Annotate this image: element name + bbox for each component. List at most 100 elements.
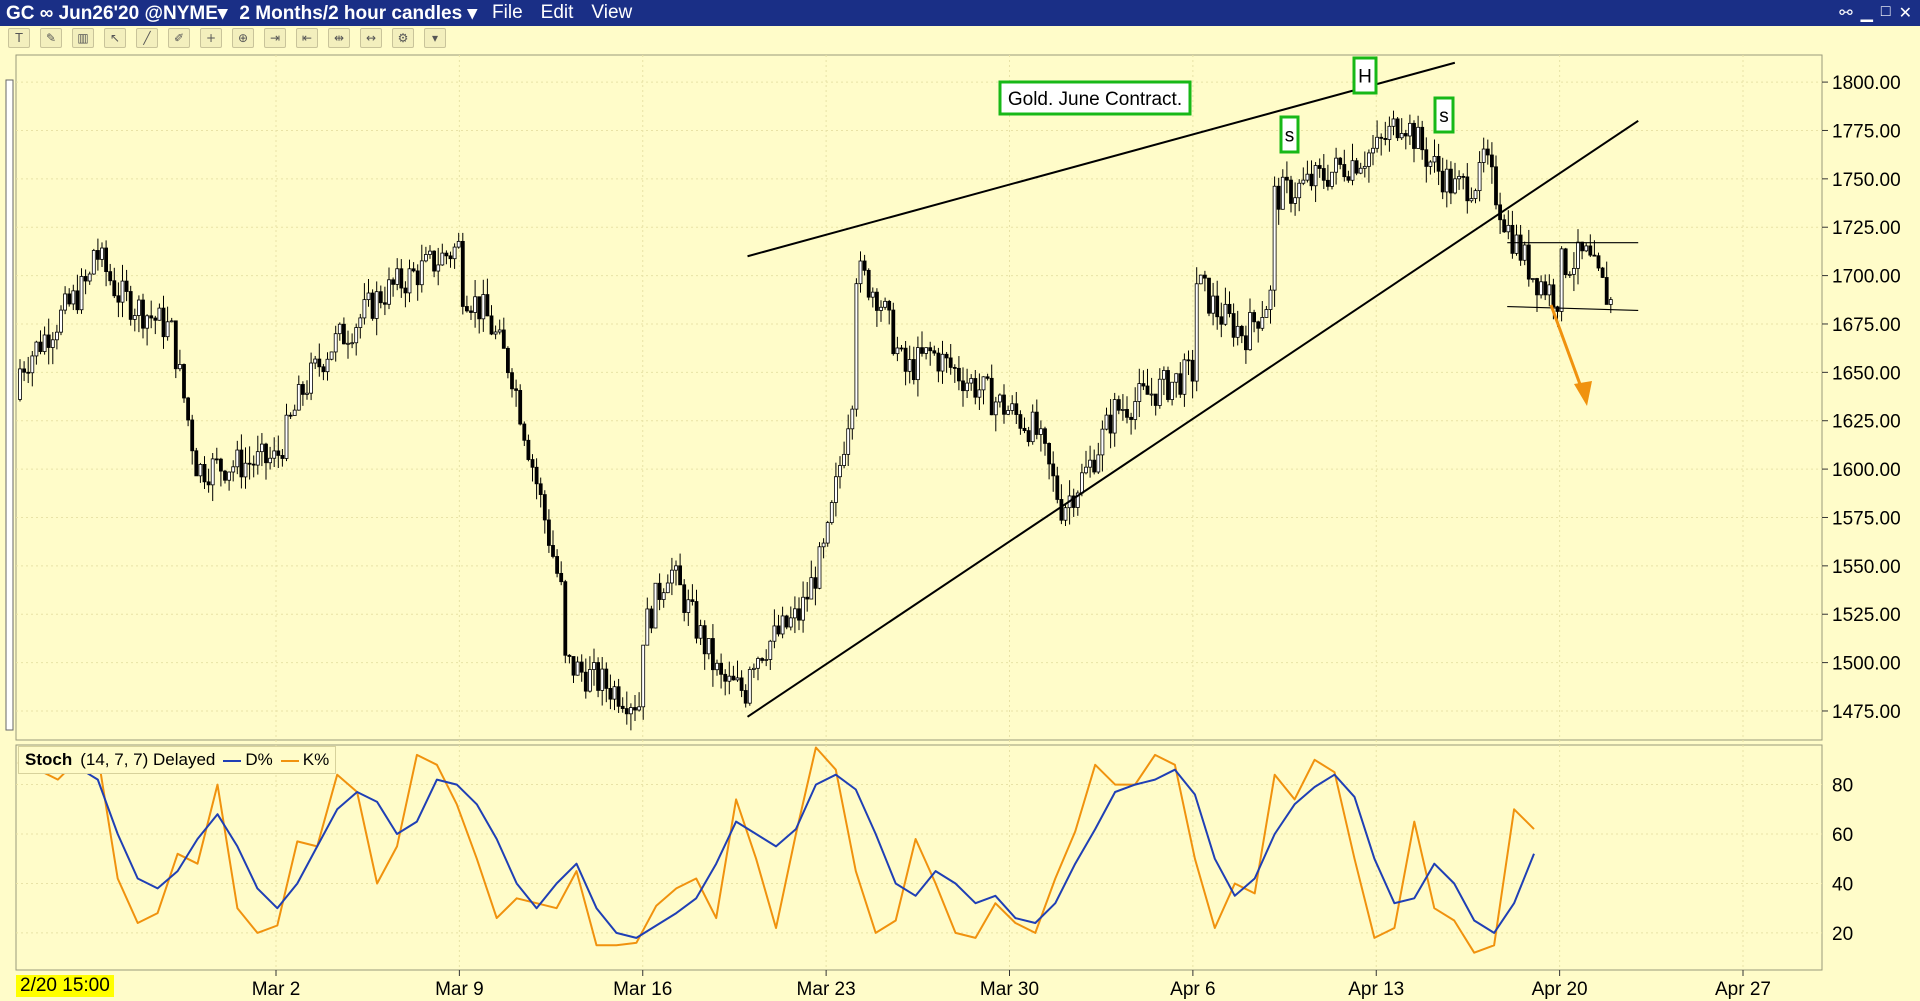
candle-body-36 [165,321,170,338]
candle-body-247 [1030,411,1035,443]
candle-body-175 [735,677,740,681]
scroll-right-icon[interactable]: ⇥ [264,28,286,48]
candle-body-336 [1395,118,1400,139]
candle-body-237 [989,377,994,416]
candle-body-66 [288,414,293,417]
candle-body-193 [809,577,814,600]
candle-body-9 [55,331,59,341]
candle-body-244 [1018,414,1023,429]
maximize-icon[interactable]: □ [1880,3,1891,20]
text-tool-icon[interactable]: T [8,28,30,48]
candle-body-379 [1572,267,1576,275]
period-menu[interactable]: 2 Months/2 hour candles ▾ [239,2,478,24]
candle-body-75 [325,358,330,373]
stoch-panel [15,744,1823,971]
dropdown-icon[interactable]: ▾ [424,28,446,48]
draw-tool-icon[interactable]: ✎ [40,28,62,48]
candle-body-383 [1588,245,1593,256]
candle-body-372 [1543,281,1548,296]
candle-body-327 [1358,167,1363,174]
candle-body-287 [1194,283,1199,382]
candle-body-279 [1162,370,1166,380]
candle-body-13 [71,290,76,305]
bars-icon[interactable]: ▥ [72,28,94,48]
candle-body-67 [292,409,297,416]
symbol-menu[interactable]: GC ∞ Jun26'20 @NYME▾ [6,2,228,24]
crosshair-icon[interactable]: + [200,28,222,48]
candle-body-178 [747,669,752,704]
line-tool-icon[interactable]: ╱ [136,28,158,48]
arrow-shaft [1549,304,1587,399]
candle-body-369 [1531,278,1535,280]
scroll-both-icon[interactable]: ↔ [360,28,382,48]
candle-body-170 [715,662,719,671]
y-tick-label-1: 1775.00 [1832,121,1901,142]
candle-body-202 [846,428,851,455]
link-icon[interactable]: ⚯ [1839,5,1853,22]
candle-body-337 [1399,133,1404,139]
candle-body-146 [616,686,621,707]
candle-body-100 [428,250,432,255]
candle-body-105 [448,255,453,260]
candle-body-165 [694,601,699,639]
candle-body-300 [1248,312,1252,351]
minimize-icon[interactable]: ▁ [1860,5,1873,22]
x-tick-label-7: Apr 20 [1532,979,1588,1000]
candle-body-123 [522,423,527,441]
candle-body-319 [1326,179,1330,187]
legend-k[interactable]: K% [280,750,329,770]
menu-file[interactable]: File [492,2,523,23]
y-tick-label-0: 1800.00 [1832,73,1901,94]
candle-body-255 [1063,507,1068,521]
candle-body-124 [526,439,531,460]
candle-body-55 [243,462,248,478]
candle-body-320 [1330,171,1334,187]
legend-d[interactable]: D% [223,750,273,770]
x-tick-label-3: Mar 23 [797,979,856,1000]
candle-body-176 [739,677,744,691]
candle-body-339 [1408,122,1412,137]
candle-body-168 [706,638,711,655]
close-icon[interactable]: ✕ [1898,5,1912,22]
menu-view[interactable]: View [591,2,633,23]
candle-body-353 [1465,176,1470,202]
candle-body-185 [776,625,781,635]
candle-body-63 [276,450,281,456]
candle-body-259 [1080,472,1084,494]
candle-body-263 [1096,454,1101,473]
candle-body-180 [756,658,760,669]
x-tick-label-2: Mar 16 [613,979,672,1000]
candle-body-48 [214,458,219,461]
candle-body-371 [1539,281,1543,296]
candle-body-381 [1580,241,1584,252]
settings-icon[interactable]: ⚙ [392,28,414,48]
split-icon[interactable]: ⇹ [328,28,350,48]
candle-body-69 [300,384,305,395]
candle-body-131 [555,556,559,574]
candle-body-355 [1473,190,1478,199]
y-tick-label-12: 1500.00 [1832,654,1901,675]
candle-body-290 [1207,277,1211,314]
candle-body-325 [1350,160,1355,181]
zoom-icon[interactable]: ⊕ [232,28,254,48]
candle-body-109 [464,306,469,312]
candle-body-132 [559,572,564,583]
scroll-left-icon[interactable]: ⇤ [296,28,318,48]
candle-body-189 [793,608,797,619]
menu-edit[interactable]: Edit [540,2,574,23]
annotation-label-1: s [1285,126,1295,147]
candle-body-294 [1223,303,1228,325]
candle-body-278 [1157,378,1162,406]
candle-body-314 [1305,173,1310,181]
cursor-icon[interactable]: ↖ [104,28,126,48]
candle-body-74 [321,366,326,373]
candle-body-31 [145,315,150,329]
candle-body-285 [1186,359,1191,362]
candle-body-292 [1215,295,1220,318]
candle-body-136 [575,661,580,676]
y-tick-label-8: 1600.00 [1832,460,1901,481]
pencil-tool-icon[interactable]: ✐ [168,28,190,48]
candle-body-12 [67,293,72,305]
candle-body-335 [1391,118,1396,127]
chart-area[interactable]: 1800.00 1775.00 1750.00 1725.00 1700.00 1675.… [0,50,1920,1001]
